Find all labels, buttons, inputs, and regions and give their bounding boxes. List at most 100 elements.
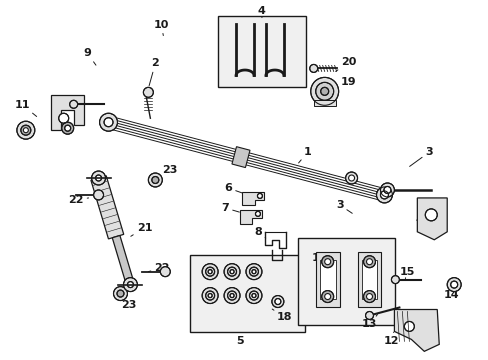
Circle shape xyxy=(245,264,262,280)
Text: 3: 3 xyxy=(335,200,351,213)
Circle shape xyxy=(148,173,162,187)
Text: 13: 13 xyxy=(361,315,377,329)
Circle shape xyxy=(64,125,71,131)
Text: 15: 15 xyxy=(399,267,414,279)
Circle shape xyxy=(227,267,236,276)
Text: 5: 5 xyxy=(236,332,244,346)
Text: 12: 12 xyxy=(383,332,398,346)
Circle shape xyxy=(274,298,280,305)
Circle shape xyxy=(271,296,283,307)
Circle shape xyxy=(208,270,212,274)
Text: 19: 19 xyxy=(331,77,356,92)
Polygon shape xyxy=(361,260,377,298)
Circle shape xyxy=(324,259,330,265)
Polygon shape xyxy=(357,252,381,306)
Circle shape xyxy=(59,113,68,123)
Polygon shape xyxy=(394,310,438,351)
Circle shape xyxy=(113,287,127,301)
Polygon shape xyxy=(91,176,123,239)
Text: 18: 18 xyxy=(272,309,292,323)
Circle shape xyxy=(365,311,373,319)
Circle shape xyxy=(202,264,218,280)
Polygon shape xyxy=(315,252,339,306)
Bar xyxy=(218,15,305,87)
Circle shape xyxy=(91,171,105,185)
Circle shape xyxy=(21,125,31,135)
Circle shape xyxy=(61,122,74,134)
Circle shape xyxy=(227,291,236,300)
Circle shape xyxy=(117,290,124,297)
Circle shape xyxy=(104,118,113,127)
Polygon shape xyxy=(231,147,249,167)
Text: 10: 10 xyxy=(153,19,169,36)
Circle shape xyxy=(363,291,375,302)
Circle shape xyxy=(348,175,354,181)
Circle shape xyxy=(160,267,170,276)
Text: 7: 7 xyxy=(221,203,239,213)
Circle shape xyxy=(447,278,460,292)
Circle shape xyxy=(366,259,372,265)
Text: 2: 2 xyxy=(149,58,159,86)
Bar xyxy=(313,100,335,106)
Circle shape xyxy=(205,267,214,276)
Polygon shape xyxy=(319,260,335,298)
Circle shape xyxy=(383,186,390,193)
Text: 9: 9 xyxy=(83,49,96,65)
Polygon shape xyxy=(51,95,83,130)
Circle shape xyxy=(324,293,330,300)
Circle shape xyxy=(123,278,137,292)
Circle shape xyxy=(404,321,413,332)
Circle shape xyxy=(17,121,35,139)
Circle shape xyxy=(100,113,117,131)
Polygon shape xyxy=(242,192,264,205)
Circle shape xyxy=(345,172,357,184)
Text: 20: 20 xyxy=(335,58,356,71)
Circle shape xyxy=(251,293,255,298)
Circle shape xyxy=(229,293,234,298)
Text: 16: 16 xyxy=(311,253,327,263)
Text: 23: 23 xyxy=(121,295,136,310)
Circle shape xyxy=(380,183,394,197)
Circle shape xyxy=(320,87,328,95)
Polygon shape xyxy=(416,198,447,240)
Text: 14: 14 xyxy=(443,285,458,300)
Circle shape xyxy=(208,293,212,298)
Text: 17: 17 xyxy=(416,205,438,220)
Circle shape xyxy=(205,291,214,300)
Circle shape xyxy=(390,276,399,284)
Text: 23: 23 xyxy=(157,165,178,179)
Circle shape xyxy=(245,288,262,303)
Circle shape xyxy=(315,82,333,100)
Circle shape xyxy=(143,87,153,97)
Text: 4: 4 xyxy=(258,6,265,18)
Circle shape xyxy=(23,128,28,133)
Bar xyxy=(190,255,304,332)
Circle shape xyxy=(450,281,457,288)
Text: 6: 6 xyxy=(224,183,242,193)
Circle shape xyxy=(152,176,159,184)
Circle shape xyxy=(366,293,372,300)
Circle shape xyxy=(127,282,133,288)
Circle shape xyxy=(93,190,103,200)
Circle shape xyxy=(321,256,333,268)
Bar xyxy=(297,238,395,325)
Circle shape xyxy=(224,264,240,280)
Circle shape xyxy=(257,193,262,198)
Polygon shape xyxy=(112,235,134,286)
Circle shape xyxy=(425,209,436,221)
Circle shape xyxy=(321,291,333,302)
Circle shape xyxy=(251,270,255,274)
Circle shape xyxy=(309,64,317,72)
Polygon shape xyxy=(240,210,262,224)
Text: 1: 1 xyxy=(298,147,311,163)
Circle shape xyxy=(202,288,218,303)
Text: 21: 21 xyxy=(130,223,152,236)
Text: 11: 11 xyxy=(15,100,37,117)
Circle shape xyxy=(255,211,260,216)
Circle shape xyxy=(363,256,375,268)
Circle shape xyxy=(95,175,102,181)
Circle shape xyxy=(310,77,338,105)
Circle shape xyxy=(224,288,240,303)
Text: 16: 16 xyxy=(359,287,375,300)
Circle shape xyxy=(249,291,258,300)
